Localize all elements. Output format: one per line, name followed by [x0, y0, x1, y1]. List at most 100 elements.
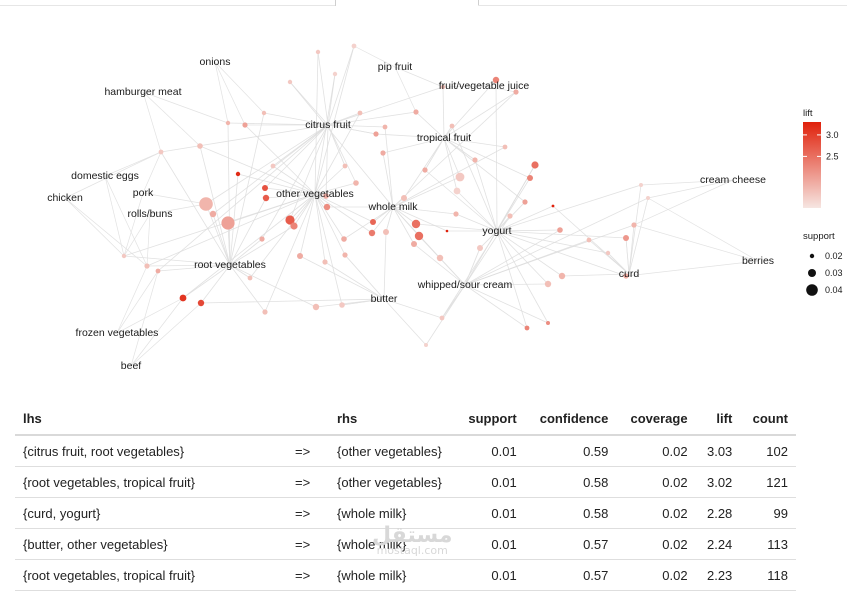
cell-coverage: 0.02: [616, 466, 696, 498]
tab-strip: [0, 0, 847, 6]
cell-count: 99: [740, 497, 796, 529]
rule-node: [242, 122, 248, 128]
graph-edge: [327, 124, 386, 128]
graph-edge: [443, 137, 526, 203]
graph-edge: [249, 193, 316, 279]
rule-node: [383, 229, 389, 235]
graph-edge: [439, 257, 466, 286]
rule-node: [557, 227, 563, 233]
rule-node: [401, 195, 407, 201]
item-label: berries: [742, 255, 774, 267]
graph-edge: [199, 145, 231, 266]
graph-edge: [561, 273, 630, 277]
graph-edge: [647, 179, 734, 199]
rule-node: [413, 109, 419, 115]
graph-edge: [261, 124, 329, 240]
graph-edge: [182, 264, 231, 299]
graph-edge: [272, 165, 316, 195]
cell-support: 0.01: [455, 528, 525, 560]
cell-confidence: 0.58: [524, 497, 617, 529]
graph-edge: [443, 137, 531, 179]
rule-node: [312, 303, 320, 311]
graph-edge: [64, 197, 125, 257]
graph-edge: [392, 206, 457, 215]
rule-node: [247, 275, 253, 281]
rule-node: [259, 236, 265, 242]
item-label: pip fruit: [378, 61, 413, 73]
support-size-dot: [806, 284, 818, 296]
table-row: {citrus fruit, root vegetables} => {othe…: [15, 435, 796, 467]
graph-edge: [383, 298, 443, 319]
graph-edge: [130, 297, 184, 367]
association-rules-graph: onions pip fruit fruit/vegetable juice hamb…: [47, 43, 843, 372]
graph-edge: [474, 159, 498, 232]
graph-edge: [227, 222, 231, 266]
graph-edge: [451, 125, 498, 232]
graph-edge: [382, 152, 394, 208]
graph-edge: [214, 61, 229, 124]
rule-node: [531, 161, 539, 169]
graph-edge: [443, 125, 453, 139]
graph-edge: [341, 298, 385, 306]
graph-edge: [64, 151, 162, 199]
rule-node: [492, 76, 500, 84]
rule-node: [341, 236, 347, 242]
graph-edge: [424, 169, 498, 232]
graph-edge: [314, 182, 357, 195]
rule-node: [440, 84, 446, 90]
item-label: citrus fruit: [305, 119, 351, 131]
rule-node: [290, 222, 298, 230]
graph-edge: [392, 206, 415, 245]
cell-confidence: 0.58: [524, 466, 617, 498]
graph-edge: [229, 197, 267, 266]
graph-edge: [160, 124, 329, 153]
graph-edge: [327, 111, 417, 126]
rule-node: [262, 194, 270, 202]
graph-edge: [496, 230, 627, 277]
cell-support: 0.01: [455, 466, 525, 498]
cell-confidence: 0.57: [524, 528, 617, 560]
graph-edge: [415, 223, 498, 232]
rule-node: [546, 321, 550, 325]
cell-count: 113: [740, 528, 796, 560]
rule-node: [342, 252, 348, 258]
graph-edge: [327, 112, 361, 126]
rule-node: [411, 241, 417, 247]
graph-edge: [199, 145, 316, 195]
cell-confidence: 0.57: [524, 559, 617, 591]
graph-edge: [443, 79, 497, 139]
item-label: other vegetables: [276, 188, 354, 200]
table-row: {root vegetables, tropical fruit} => {wh…: [15, 559, 796, 591]
graph-edge: [327, 124, 357, 184]
rule-node: [158, 149, 164, 155]
rule-node: [527, 175, 533, 181]
graph-edge: [382, 137, 445, 154]
item-label: frozen vegetables: [76, 327, 159, 339]
rule-node: [197, 143, 203, 149]
graph-edge: [607, 252, 630, 275]
cell-lhs: {root vegetables, tropical fruit}: [15, 559, 287, 591]
item-label: fruit/vegetable juice: [439, 80, 530, 92]
graph-edge: [146, 213, 151, 267]
graph-edge: [392, 206, 417, 225]
rule-node: [382, 124, 388, 130]
graph-edge: [314, 165, 346, 195]
cell-arrow: =>: [287, 559, 329, 591]
rule-node: [551, 204, 555, 208]
rule-node: [155, 268, 161, 274]
col-count: count: [740, 404, 796, 436]
rule-node: [445, 229, 449, 233]
rule-node: [605, 250, 611, 256]
graph-edge: [628, 197, 649, 275]
graph-edge: [496, 229, 561, 232]
graph-edge: [229, 173, 239, 266]
graph-edge: [383, 231, 387, 300]
graph-edge: [375, 133, 445, 139]
graph-edge: [327, 124, 346, 167]
graph-edge: [392, 176, 461, 208]
rule-node: [261, 110, 267, 116]
tab-border-right: [478, 5, 847, 6]
graph-edge: [464, 283, 549, 286]
rule-node: [270, 163, 276, 169]
item-label: yogurt: [482, 225, 511, 237]
